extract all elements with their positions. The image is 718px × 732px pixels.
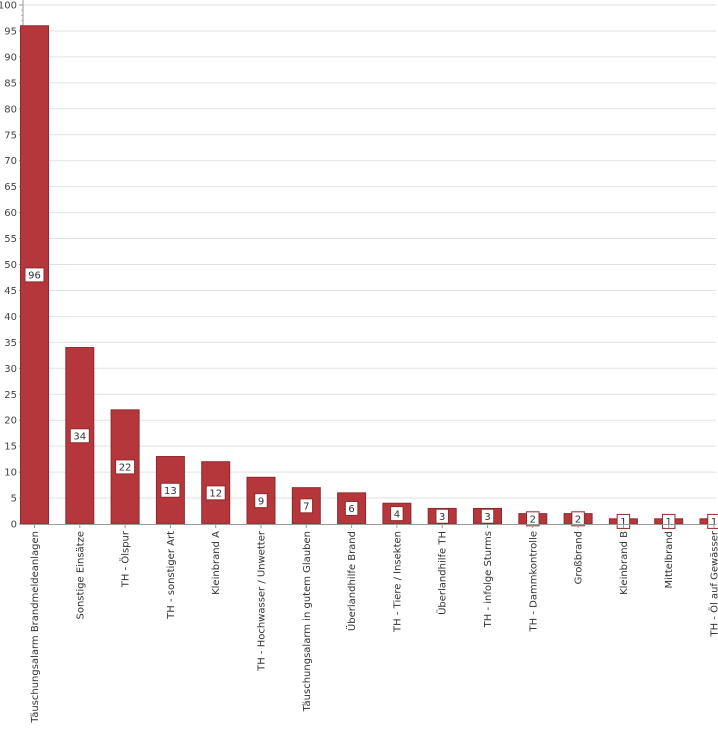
y-tick-label: 75 (4, 130, 17, 141)
data-label: 13 (164, 486, 177, 497)
y-tick-label: 80 (4, 104, 17, 115)
data-label: 2 (575, 515, 581, 526)
y-tick-label: 15 (4, 442, 17, 453)
data-label: 1 (620, 517, 626, 528)
data-label-box (69, 428, 90, 444)
y-tick-label: 90 (4, 52, 17, 63)
gridlines (23, 4, 716, 499)
data-label-box (707, 513, 718, 529)
y-tick-label: 40 (4, 312, 17, 323)
data-label: 12 (209, 489, 222, 500)
y-tick-label: 0 (11, 520, 17, 531)
data-label: 3 (484, 512, 490, 523)
y-tick-label: 20 (4, 416, 17, 427)
x-tick-label: Sonstige Einsätze (75, 531, 86, 620)
data-label: 7 (303, 502, 309, 513)
data-label: 1 (711, 517, 717, 528)
data-label-box (160, 482, 181, 498)
data-label: 4 (394, 509, 400, 520)
data-label: 6 (348, 504, 354, 515)
data-label: 1 (666, 517, 672, 528)
data-label: 9 (258, 496, 264, 507)
y-tick-label: 65 (4, 182, 17, 193)
x-tick-label: TH - Tiere / Insekten (392, 531, 403, 633)
data-label: 3 (439, 512, 445, 523)
y-tick-label: 25 (4, 390, 17, 401)
x-tick-label: Kleinbrand B (619, 531, 630, 595)
y-tick-label: 85 (4, 78, 17, 89)
data-label: 96 (28, 271, 41, 282)
x-tick-label: TH - Hochwasser / Unwetter (257, 530, 268, 672)
y-tick-label: 95 (4, 26, 17, 37)
x-tick-label: Täuschungsalarm in gutem Glauben (302, 531, 313, 712)
data-label-box (205, 485, 226, 501)
y-tick-label: 70 (4, 156, 17, 167)
x-tick-label: TH - Ölspur (119, 530, 132, 588)
data-label-box (390, 506, 404, 522)
x-tick-label: Überlandhilfe TH (436, 531, 449, 615)
data-label-box (115, 459, 136, 475)
x-tick-label: Überlandhilfe Brand (345, 531, 358, 631)
y-tick-label: 50 (4, 260, 17, 271)
x-tick-label: Täuschungsalarm Brandmeldeanlagen (30, 531, 41, 724)
y-tick-label: 5 (11, 494, 17, 505)
data-label: 22 (119, 463, 132, 474)
x-tick-label: TH - infolge Sturms (483, 531, 494, 628)
y-tick-label: 55 (4, 234, 17, 245)
data-label-box (24, 267, 45, 283)
bars (20, 25, 718, 525)
x-tick-label: Großbrand (574, 531, 585, 584)
y-axis: 0 5 10 15 20 25 30 35 40 45 50 55 60 65 70 75 80 85 90 95 10… (0, 0, 24, 531)
x-tick-label: Mittelbrand (664, 531, 675, 588)
data-label-box (299, 498, 314, 514)
y-tick-label: 100 (0, 1, 17, 12)
data-label-box (344, 500, 359, 516)
data-label-box (254, 493, 268, 509)
x-tick-label: Kleinbrand A (211, 531, 222, 595)
x-axis: Täuschungsalarm Brandmeldeanlagen Sonstig… (23, 524, 718, 724)
y-tick-label: 35 (4, 338, 17, 349)
y-tick-label: 60 (4, 208, 17, 219)
data-label-box (435, 508, 449, 524)
x-tick-label: TH - sonstiger Art (166, 531, 177, 620)
data-label: 2 (530, 515, 536, 526)
y-tick-label: 45 (4, 286, 17, 297)
y-tick-label: 30 (4, 364, 17, 375)
y-tick-label: 10 (4, 468, 17, 479)
x-tick-label: TH - Öl auf Gewässer (708, 530, 718, 637)
data-label-box (480, 508, 495, 524)
x-tick-label: TH - Dammkontrolle (528, 531, 539, 632)
data-label: 34 (73, 432, 86, 443)
